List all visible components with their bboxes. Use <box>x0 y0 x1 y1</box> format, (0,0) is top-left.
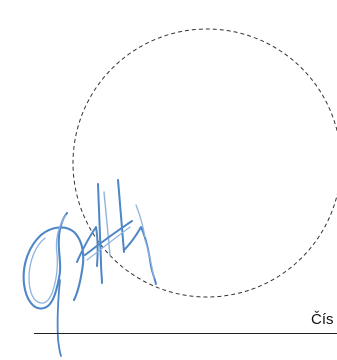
number-field-label: Čís <box>311 311 334 328</box>
signature-line <box>34 333 337 334</box>
